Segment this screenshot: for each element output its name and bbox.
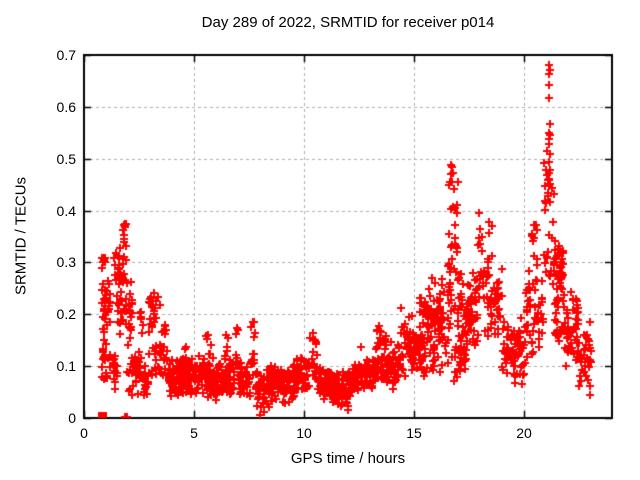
x-tick-label: 20 bbox=[516, 425, 532, 441]
y-tick-label: 0.4 bbox=[56, 203, 76, 219]
y-tick-label: 0.5 bbox=[56, 151, 76, 167]
x-axis-label: GPS time / hours bbox=[290, 450, 406, 467]
y-tick-label: 0.1 bbox=[56, 358, 76, 374]
y-axis-label: SRMTID / TECUs bbox=[12, 176, 30, 296]
x-tick-label: 10 bbox=[296, 425, 312, 441]
y-tick-label: 0.2 bbox=[56, 306, 76, 322]
chart-title: Day 289 of 2022, SRMTID for receiver p01… bbox=[201, 14, 495, 31]
y-tick-label: 0.6 bbox=[56, 99, 76, 115]
x-tick-label: 5 bbox=[190, 425, 198, 441]
x-tick-label: 15 bbox=[406, 425, 422, 441]
x-tick-label: 0 bbox=[80, 425, 88, 441]
y-tick-label: 0 bbox=[68, 410, 76, 426]
y-tick-label: 0.7 bbox=[56, 47, 76, 63]
y-tick-label: 0.3 bbox=[56, 254, 76, 270]
